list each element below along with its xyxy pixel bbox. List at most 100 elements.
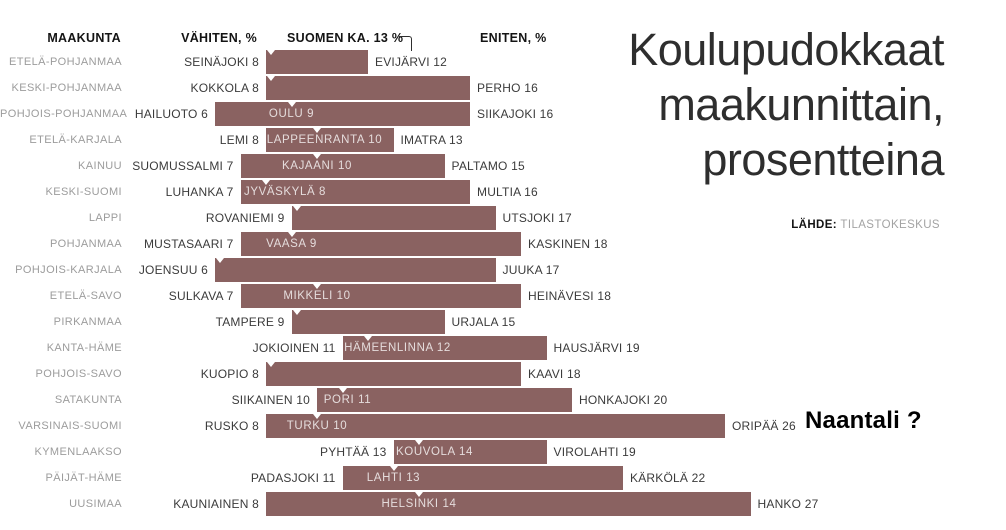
max-city-label: HONKAJOKI 20 bbox=[579, 393, 668, 407]
range-bar: PORI 11 bbox=[317, 388, 572, 412]
region-label: SATAKUNTA bbox=[54, 394, 122, 406]
average-pointer-line bbox=[399, 36, 412, 51]
title-line-1: Koulupudokkaat bbox=[628, 24, 944, 75]
max-city-label: HEINÄVESI 18 bbox=[528, 289, 612, 303]
max-city-label: KÄRKÖLÄ 22 bbox=[630, 471, 706, 485]
range-bar: TURKU 10 bbox=[266, 414, 725, 438]
max-city-label: MULTIA 16 bbox=[477, 185, 538, 199]
min-city-label: KOKKOLA 8 bbox=[190, 81, 259, 95]
region-label: KESKI-SUOMI bbox=[45, 186, 122, 198]
range-bar: LAPPEENRANTA 10 bbox=[266, 128, 394, 152]
city-label: LAPPEENRANTA 10 bbox=[266, 134, 383, 146]
region-label: ETELÄ-SAVO bbox=[49, 290, 122, 302]
min-city-label: SULKAVA 7 bbox=[168, 289, 234, 303]
min-city-label: KAUNIAINEN 8 bbox=[173, 497, 259, 511]
city-marker-notch bbox=[389, 466, 398, 471]
city-label: VAASA 9 bbox=[266, 238, 317, 250]
max-city-label: PERHO 16 bbox=[477, 81, 538, 95]
min-city-label: HAILUOTO 6 bbox=[134, 107, 208, 121]
region-label: KANTA-HÄME bbox=[46, 342, 122, 354]
max-city-label: UTSJOKI 17 bbox=[502, 211, 572, 225]
column-header-national-average: SUOMEN KA. 13 % bbox=[287, 31, 404, 45]
region-label: KYMENLAAKSO bbox=[34, 446, 122, 458]
region-label: POHJANMAA bbox=[49, 238, 122, 250]
range-bar: OULU 9 bbox=[215, 102, 470, 126]
city-label: TURKU 10 bbox=[286, 420, 348, 432]
min-city-label: JOKIOINEN 11 bbox=[252, 341, 336, 355]
city-marker-notch bbox=[313, 128, 321, 133]
city-label: OULU 9 bbox=[268, 108, 315, 120]
city-marker-notch bbox=[313, 154, 321, 159]
max-city-label: HANKO 27 bbox=[757, 497, 819, 511]
source-credit: LÄHDE: TILASTOKESKUS bbox=[791, 219, 940, 231]
city-label: HELSINKI 14 bbox=[381, 498, 457, 510]
region-label: POHJOIS-POHJANMAA bbox=[0, 108, 128, 120]
city-marker-notch bbox=[338, 388, 347, 393]
range-bar bbox=[291, 206, 496, 230]
city-label: MIKKELI 10 bbox=[283, 290, 351, 302]
region-label: POHJOIS-KARJALA bbox=[15, 264, 122, 276]
min-city-label: TAMPERE 9 bbox=[215, 315, 285, 329]
min-city-label: LEMI 8 bbox=[219, 133, 259, 147]
range-bar bbox=[215, 258, 496, 282]
city-marker-notch bbox=[292, 206, 301, 211]
region-label: UUSIMAA bbox=[69, 498, 122, 510]
min-city-label: SEINÄJOKI 8 bbox=[184, 55, 259, 69]
city-marker-notch bbox=[415, 492, 423, 497]
range-bar: JYVÄSKYLÄ 8 bbox=[240, 180, 470, 204]
city-marker-notch bbox=[267, 76, 275, 81]
max-city-label: EVIJÄRVI 12 bbox=[375, 55, 448, 69]
region-label: PÄIJÄT-HÄME bbox=[45, 472, 122, 484]
source-label: LÄHDE: bbox=[791, 219, 838, 231]
region-label: ETELÄ-KARJALA bbox=[29, 134, 122, 146]
region-label: KAINUU bbox=[78, 160, 122, 172]
city-marker-notch bbox=[313, 414, 321, 419]
source-value: TILASTOKESKUS bbox=[840, 219, 940, 231]
max-city-label: VIROLAHTI 19 bbox=[553, 445, 636, 459]
city-marker-notch bbox=[216, 258, 224, 263]
range-bar: KAJAANI 10 bbox=[240, 154, 445, 178]
city-marker-notch bbox=[287, 232, 296, 237]
max-city-label: SIIKAJOKI 16 bbox=[477, 107, 554, 121]
annotation-naantali: Naantali ? bbox=[805, 407, 922, 434]
min-city-label: PADASJOKI 11 bbox=[250, 471, 336, 485]
range-bar: HELSINKI 14 bbox=[266, 492, 751, 516]
city-marker-notch bbox=[267, 362, 275, 367]
city-marker-notch bbox=[313, 284, 321, 289]
range-bar: LAHTI 13 bbox=[342, 466, 623, 490]
range-bar bbox=[266, 76, 470, 100]
city-marker-notch bbox=[262, 180, 270, 185]
region-label: VARSINAIS-SUOMI bbox=[18, 420, 122, 432]
city-label: KAJAANI 10 bbox=[282, 160, 352, 172]
city-marker-notch bbox=[292, 310, 301, 315]
min-city-label: SIIKAINEN 10 bbox=[231, 393, 310, 407]
range-bar bbox=[266, 50, 368, 74]
title-line-2: maakunnittain, bbox=[658, 79, 944, 130]
city-marker-notch bbox=[415, 440, 423, 445]
min-city-label: PYHTÄÄ 13 bbox=[320, 445, 387, 459]
max-city-label: KAAVI 18 bbox=[528, 367, 581, 381]
column-header-min: VÄHITEN, % bbox=[181, 31, 257, 45]
max-city-label: URJALA 15 bbox=[451, 315, 516, 329]
title-line-3: prosentteina bbox=[702, 134, 944, 185]
region-label: ETELÄ-POHJANMAA bbox=[9, 56, 122, 68]
min-city-label: LUHANKA 7 bbox=[165, 185, 234, 199]
city-label: KOUVOLA 14 bbox=[396, 446, 473, 458]
min-city-label: KUOPIO 8 bbox=[200, 367, 259, 381]
region-label: PIRKANMAA bbox=[53, 316, 122, 328]
range-bar: HÄMEENLINNA 12 bbox=[342, 336, 547, 360]
max-city-label: HAUSJÄRVI 19 bbox=[553, 341, 640, 355]
max-city-label: IMATRA 13 bbox=[400, 133, 463, 147]
city-marker-notch bbox=[287, 102, 296, 107]
city-label: JYVÄSKYLÄ 8 bbox=[243, 186, 327, 198]
range-bar: KOUVOLA 14 bbox=[393, 440, 547, 464]
min-city-label: ROVANIEMI 9 bbox=[205, 211, 285, 225]
region-label: KESKI-POHJANMAA bbox=[11, 82, 122, 94]
min-city-label: RUSKO 8 bbox=[204, 419, 259, 433]
range-bar bbox=[291, 310, 445, 334]
column-header-max: ENITEN, % bbox=[480, 31, 547, 45]
region-label: LAPPI bbox=[88, 212, 122, 224]
max-city-label: KASKINEN 18 bbox=[528, 237, 608, 251]
city-marker-notch bbox=[267, 50, 275, 55]
